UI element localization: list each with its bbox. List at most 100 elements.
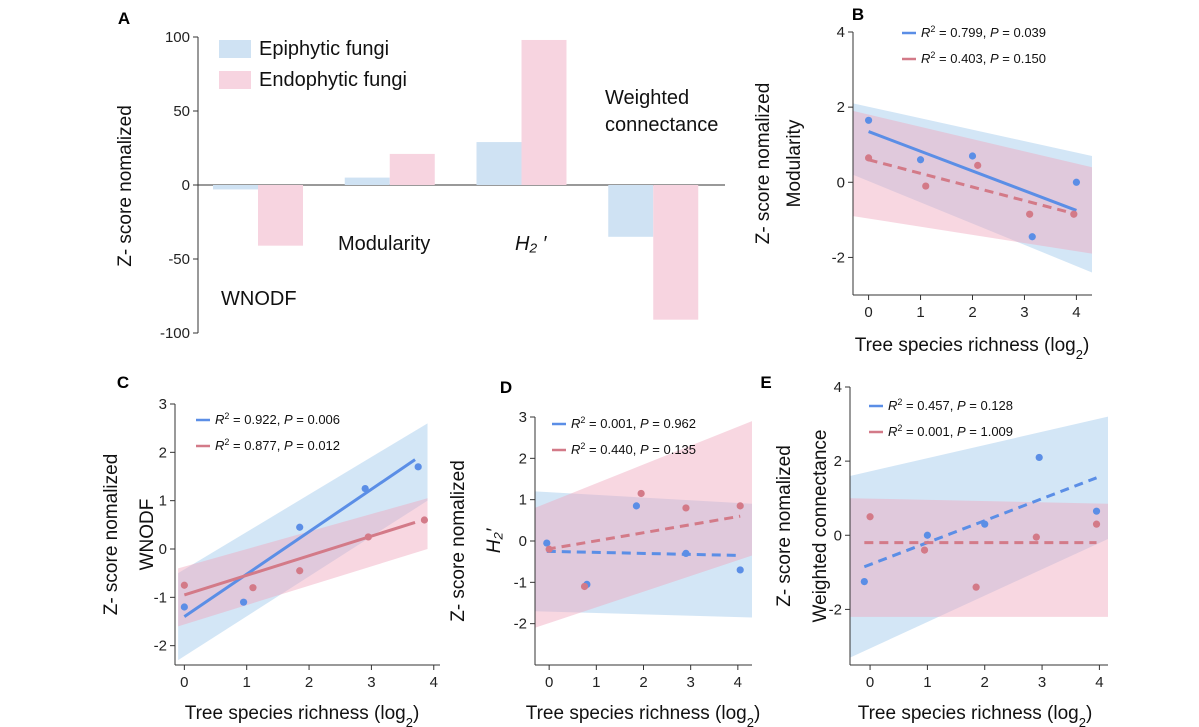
data-point xyxy=(1070,210,1078,218)
fit-line xyxy=(868,130,1077,212)
data-point xyxy=(1092,507,1101,515)
legend-stat-part: P xyxy=(284,438,293,453)
bar xyxy=(476,142,522,185)
confidence-band xyxy=(850,416,1108,658)
x-tick-label: 3 xyxy=(687,674,695,691)
y-tick-label: -2 xyxy=(514,616,527,633)
bar xyxy=(608,185,654,237)
y-tick-label: 0 xyxy=(519,533,527,550)
confidence-band xyxy=(850,498,1108,617)
data-point xyxy=(860,578,868,586)
x-axis-title: Tree species richness (log2) xyxy=(526,703,761,727)
data-point xyxy=(682,504,690,512)
legend-label: Epiphytic fungi xyxy=(259,38,389,60)
y-tick-label: 100 xyxy=(165,29,190,46)
data-point xyxy=(414,463,422,471)
bar xyxy=(521,39,567,186)
legend-stat-part: 2 xyxy=(930,24,935,34)
data-point xyxy=(916,156,925,164)
x-tick-label: 1 xyxy=(916,304,924,321)
category-label: Weighted xyxy=(605,87,689,109)
legend-stat-part: R xyxy=(888,424,897,439)
category-label: connectance xyxy=(605,114,718,136)
data-point xyxy=(1092,520,1101,528)
legend-stat-part: 2 xyxy=(897,423,902,433)
category-label: H₂ ′ xyxy=(515,233,548,255)
data-point xyxy=(864,154,873,162)
x-tick-label: 2 xyxy=(968,304,976,321)
y-tick-label: -1 xyxy=(154,589,167,606)
y-axis-title: Modularity xyxy=(784,119,805,207)
data-point xyxy=(866,513,874,521)
data-point xyxy=(974,161,982,169)
data-point xyxy=(296,567,304,575)
legend-stat-part: P xyxy=(284,412,293,427)
legend-stat-part: R xyxy=(571,416,580,431)
y-tick-label: 2 xyxy=(519,450,527,467)
legend-stat-part: R xyxy=(215,412,224,427)
legend-stat: R2 = 0.001, P = 1.009 xyxy=(888,423,1013,439)
legend-stat-part: 2 xyxy=(224,437,229,447)
data-point xyxy=(682,549,690,558)
data-point xyxy=(736,566,744,574)
legend-label: Endophytic fungi xyxy=(259,69,407,91)
x-axis-title: Tree species richness (log2) xyxy=(858,703,1093,727)
y-axis-title: Z- score nomalized xyxy=(448,460,469,622)
legend-stat: R2 = 0.799, P = 0.039 xyxy=(921,24,1046,40)
x-tick-label: 3 xyxy=(1020,304,1028,321)
y-tick-label: 3 xyxy=(519,409,527,426)
x-axis-title-sub: 2 xyxy=(406,715,413,727)
confidence-band xyxy=(535,421,752,628)
legend-stat-part: = 0.799, xyxy=(935,25,990,40)
y-tick-label: 1 xyxy=(159,493,167,510)
data-point xyxy=(923,531,932,539)
legend-stat-part: P xyxy=(957,398,966,413)
x-tick-label: 2 xyxy=(981,674,989,691)
y-axis-title: Z- score nomalized xyxy=(753,83,774,245)
y-axis-title: Z- score nomalized xyxy=(101,454,122,616)
panel-letter: A xyxy=(118,9,130,28)
data-point xyxy=(545,545,553,553)
panel-letter: C xyxy=(117,373,129,392)
x-tick-label: 0 xyxy=(864,304,872,321)
legend-stat-part: = 0.006 xyxy=(293,412,340,427)
x-axis-title-close: ) xyxy=(1083,335,1089,356)
y-tick-label: 0 xyxy=(182,177,190,194)
data-point xyxy=(922,182,930,190)
y-tick-label: 4 xyxy=(837,24,845,41)
legend-stat-part: 2 xyxy=(580,441,585,451)
x-tick-label: 4 xyxy=(430,674,438,691)
category-label: WNODF xyxy=(221,288,297,310)
y-tick-label: 1 xyxy=(519,492,527,509)
legend-stat-part: P xyxy=(990,25,999,40)
legend-stat-part: P xyxy=(640,416,649,431)
bar xyxy=(344,177,390,185)
x-axis-title-main: Tree species richness (log xyxy=(858,703,1079,724)
data-point xyxy=(1035,453,1043,462)
legend-stat-part: = 0.012 xyxy=(293,438,340,453)
y-axis-title: WNODF xyxy=(137,499,158,571)
data-point xyxy=(920,546,929,554)
legend-swatch xyxy=(219,71,251,89)
legend-stat-part: 2 xyxy=(224,411,229,421)
legend-stat-part: R xyxy=(921,51,930,66)
legend-stat-part: = 0.039 xyxy=(999,25,1046,40)
x-axis-title-sub: 2 xyxy=(1079,715,1086,727)
data-point xyxy=(296,523,304,531)
x-axis-title-main: Tree species richness (log xyxy=(526,703,747,724)
y-tick-label: -100 xyxy=(160,325,190,342)
y-tick-label: 50 xyxy=(173,103,190,120)
legend-stat-part: = 0.877, xyxy=(229,438,284,453)
panel-letter: D xyxy=(500,378,512,397)
x-tick-label: 3 xyxy=(1038,674,1046,691)
data-point xyxy=(180,581,188,589)
y-tick-label: 2 xyxy=(834,453,842,470)
x-tick-label: 1 xyxy=(243,674,251,691)
legend-stat-part: 2 xyxy=(930,50,935,60)
y-tick-label: 0 xyxy=(834,527,842,544)
y-tick-label: -50 xyxy=(168,251,190,268)
legend-stat-part: R xyxy=(921,25,930,40)
